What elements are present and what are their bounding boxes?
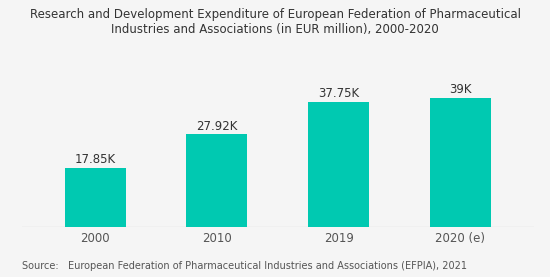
Text: 39K: 39K bbox=[449, 83, 472, 96]
Text: Research and Development Expenditure of European Federation of Pharmaceutical
In: Research and Development Expenditure of … bbox=[30, 8, 520, 36]
Text: 37.75K: 37.75K bbox=[318, 87, 359, 100]
Bar bbox=[186, 134, 248, 227]
Bar bbox=[430, 98, 491, 227]
Text: Source:   European Federation of Pharmaceutical Industries and Associations (EFP: Source: European Federation of Pharmaceu… bbox=[22, 261, 467, 271]
Bar bbox=[65, 168, 125, 227]
Text: 27.92K: 27.92K bbox=[196, 120, 238, 133]
Bar bbox=[308, 102, 369, 227]
Text: 17.85K: 17.85K bbox=[74, 153, 116, 166]
